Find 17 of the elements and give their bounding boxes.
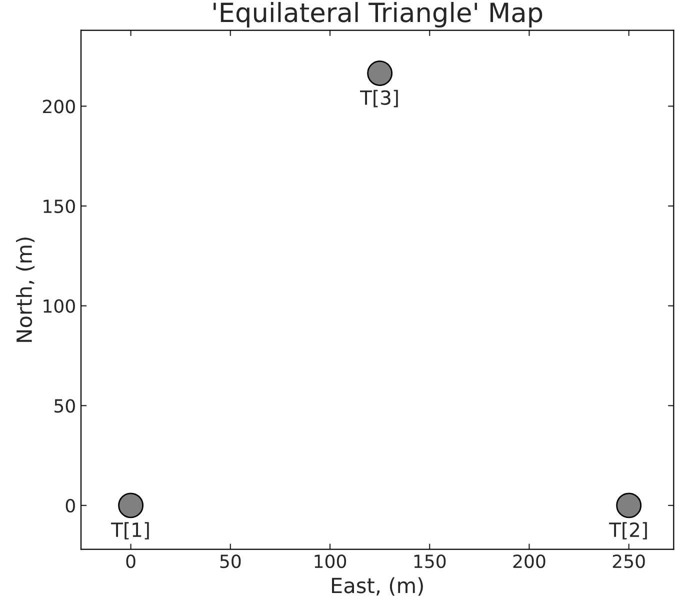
y-tick-label: 150 [44,199,75,214]
annotation: T[3] [360,90,398,108]
x-tick-label: 0 [126,554,136,568]
x-tick-label: 100 [314,554,346,568]
annotation: T[2] [609,522,647,540]
x-tick-label: 200 [513,554,546,568]
y-axis-title: North, (m) [16,238,35,342]
chart-title: 'Equilateral Triangle' Map [214,2,542,28]
annotation: T[1] [111,522,149,540]
x-axis-title: East, (m) [332,577,423,596]
x-tick-label: 250 [612,554,645,568]
x-tick-label: 150 [414,554,446,568]
y-tick-label: 50 [54,399,75,413]
y-tick-label: 100 [44,299,75,313]
x-tick-label: 50 [220,554,241,568]
y-tick-label: 0 [66,498,75,513]
y-tick-label: 200 [43,100,75,114]
